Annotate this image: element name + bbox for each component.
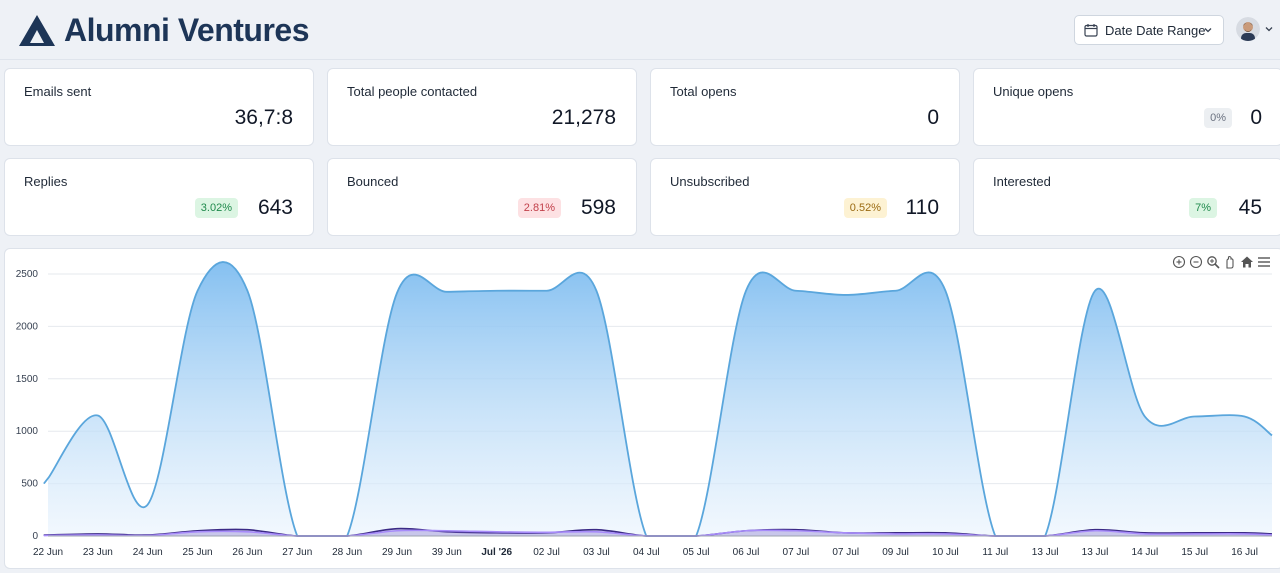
x-tick-label: 11 Jul — [982, 547, 1008, 558]
stat-title: Interested — [993, 174, 1051, 189]
x-tick-label: 39 Jun — [432, 547, 462, 558]
stat-card-total-people-contacted[interactable]: Total people contacted 21,278 — [327, 68, 637, 146]
chart-toolbar — [1172, 255, 1271, 269]
stat-card-interested[interactable]: Interested 7% 45 — [973, 158, 1280, 236]
brand[interactable]: Alumni Ventures — [18, 10, 310, 50]
stat-value: 36,7:8 — [234, 106, 293, 129]
x-tick-label: 10 Jul — [932, 547, 959, 558]
stat-card-unsubscribed[interactable]: Unsubscribed 0.52% 110 — [650, 158, 960, 236]
y-tick-label: 500 — [21, 479, 38, 490]
alumni-ventures-logo-icon — [19, 15, 55, 46]
area-chart: 0 500 1000 1500 2000 2500 22 Jun 23 Jun 24 Jun 25… — [16, 261, 1273, 558]
x-tick-label: 02 Jul — [533, 547, 560, 558]
date-range-label: Date Date Range — [1105, 22, 1206, 38]
stat-value: 110 — [905, 196, 939, 219]
stat-value: 598 — [580, 196, 616, 219]
stat-title: Bounced — [347, 174, 399, 189]
x-tick-label: 23 Jun — [83, 547, 113, 558]
x-tick-label: 14 Jul — [1132, 547, 1159, 558]
x-tick-label: 07 Jul — [832, 547, 859, 558]
chevron-down-icon — [1204, 28, 1212, 33]
y-tick-label: 2500 — [16, 269, 39, 280]
stat-badge: 7% — [1189, 198, 1217, 218]
stat-card-replies[interactable]: Replies 3.02% 643 — [4, 158, 314, 236]
stat-title: Total opens — [670, 84, 737, 99]
y-tick-label: 1500 — [16, 374, 39, 385]
zoom-out-icon[interactable] — [1189, 255, 1203, 269]
series-area — [44, 530, 1272, 536]
series-line — [43, 261, 1273, 537]
stat-card-emails-sent[interactable]: Emails sent 36,7:8 — [4, 68, 314, 146]
stat-card-unique-opens[interactable]: Unique opens 0% 0 — [973, 68, 1280, 146]
x-tick-label: 27 Jun — [282, 547, 312, 558]
x-tick-label: 04 Jul — [633, 547, 660, 558]
home-icon[interactable] — [1240, 255, 1254, 269]
stat-title: Emails sent — [24, 84, 92, 99]
calendar-icon — [1084, 24, 1098, 37]
stat-value: 643 — [257, 196, 293, 219]
x-tick-label: 15 Jul — [1181, 547, 1208, 558]
x-tick-label: 25 Jun — [183, 547, 213, 558]
x-tick-label: 07 Jul — [783, 547, 810, 558]
emails-chart-panel: 0 500 1000 1500 2000 2500 22 Jun 23 Jun 24 Jun 25… — [4, 248, 1280, 569]
x-tick-label: 06 Jul — [733, 547, 760, 558]
date-range-button[interactable]: Date Date Range — [1074, 15, 1224, 45]
x-tick-label: 16 Jul — [1231, 547, 1258, 558]
stat-badge: 0.52% — [843, 198, 887, 218]
stat-title: Unsubscribed — [670, 174, 750, 189]
x-tick-label: 03 Jul — [583, 547, 610, 558]
y-tick-label: 2000 — [16, 321, 39, 332]
stat-card-total-opens[interactable]: Total opens 0 — [650, 68, 960, 146]
x-tick-label: Jul '26 — [481, 547, 512, 558]
x-tick-label: 28 Jun — [332, 547, 362, 558]
user-menu[interactable] — [1236, 17, 1274, 41]
chevron-down-icon — [1265, 27, 1273, 32]
x-tick-label: 24 Jun — [133, 547, 163, 558]
top-header: Alumni Ventures Date Date Range — [0, 0, 1280, 60]
x-tick-label: 09 Jul — [882, 547, 909, 558]
y-tick-label: 1000 — [16, 426, 39, 437]
stat-card-bounced[interactable]: Bounced 2.81% 598 — [327, 158, 637, 236]
avatar — [1236, 17, 1260, 41]
magnify-icon[interactable] — [1206, 255, 1220, 269]
x-tick-label: 13 Jul — [1032, 547, 1059, 558]
x-tick-label: 29 Jun — [382, 547, 412, 558]
stat-value: 45 — [1238, 196, 1262, 219]
stat-value: 0 — [1250, 106, 1262, 129]
x-tick-label: 26 Jun — [232, 547, 262, 558]
stat-title: Total people contacted — [347, 84, 478, 99]
y-tick-label: 0 — [32, 531, 38, 542]
stat-badge: 3.02% — [194, 198, 238, 218]
menu-icon[interactable] — [1257, 255, 1271, 269]
zoom-in-icon[interactable] — [1172, 255, 1186, 269]
x-tick-label: 22 Jun — [33, 547, 63, 558]
pan-icon[interactable] — [1223, 255, 1237, 269]
series-area — [44, 262, 1272, 536]
stat-title: Replies — [24, 174, 68, 189]
x-tick-label: 13 Jul — [1082, 547, 1109, 558]
x-tick-label: 05 Jul — [683, 547, 710, 558]
stat-badge: 2.81% — [517, 198, 561, 218]
stat-title: Unique opens — [993, 84, 1074, 99]
brand-name: Alumni Ventures — [64, 12, 310, 48]
stat-value: 21,278 — [551, 106, 616, 129]
stat-badge: 0% — [1204, 108, 1232, 128]
stat-value: 0 — [927, 106, 939, 129]
